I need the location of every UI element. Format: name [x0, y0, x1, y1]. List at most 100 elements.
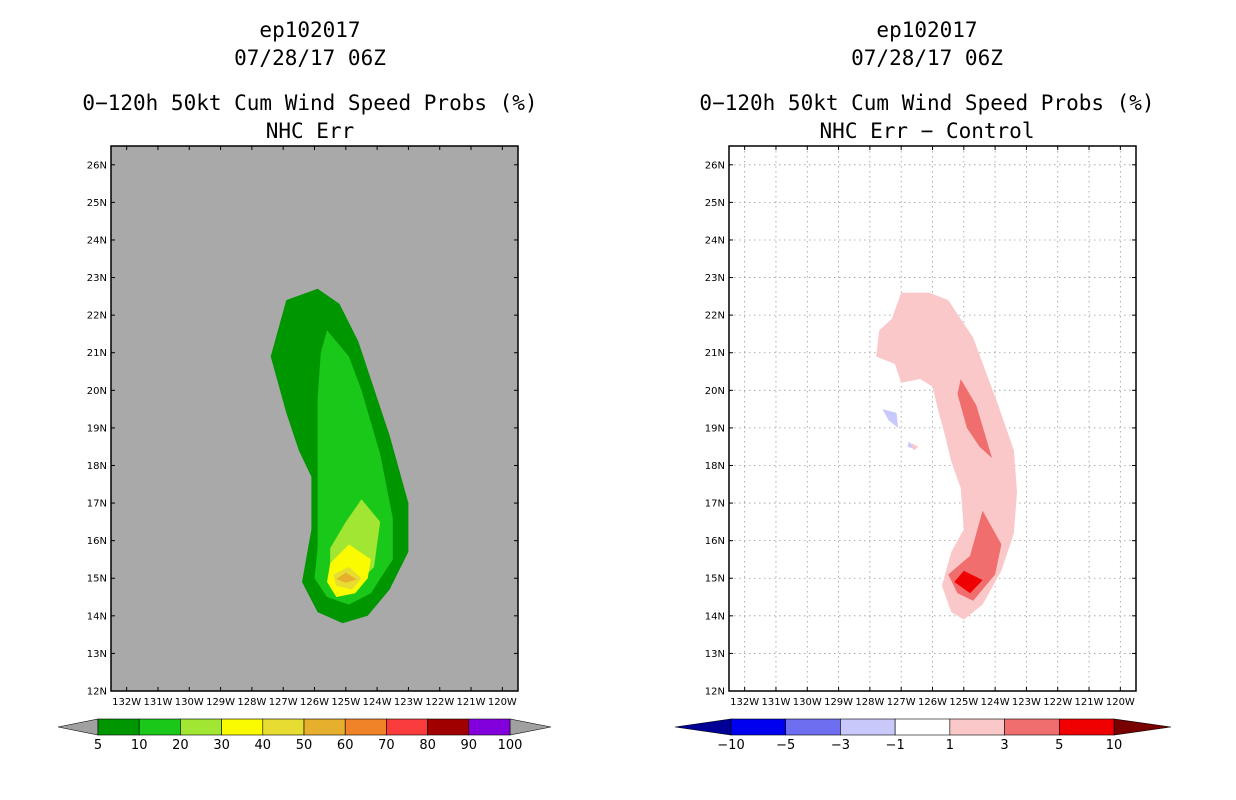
contour-fill: [907, 441, 914, 449]
x-tick-label: 124W: [981, 697, 1010, 708]
left-datetime: 07/28/17 06Z: [234, 46, 386, 70]
x-tick-label: 128W: [237, 697, 266, 708]
colorbar-swatch: [386, 718, 428, 736]
colorbar-low-arrow: [57, 718, 99, 736]
colorbar-swatch: [949, 718, 1005, 736]
left-colorbar: 5 10 20 30 40 50 60 70 80 90 100: [57, 718, 552, 753]
x-tick-label: 131W: [143, 697, 172, 708]
x-tick-label: 121W: [457, 697, 486, 708]
colorbar-label: 70: [378, 738, 395, 753]
x-tick-label: 127W: [269, 697, 298, 708]
colorbar-swatch: [1004, 718, 1060, 736]
y-tick-label: 18N: [87, 461, 107, 472]
right-colorbar: −10 −5 −3 −1 1 3 5 10: [674, 718, 1172, 753]
x-tick-label: 132W: [730, 697, 759, 708]
colorbar-swatch: [344, 718, 387, 736]
y-tick-label: 19N: [705, 423, 725, 434]
x-tick-label: 126W: [300, 697, 329, 708]
left-chart-subtitle: NHC Err: [265, 119, 355, 143]
x-tick-label: 122W: [425, 697, 454, 708]
colorbar-label: 3: [1000, 738, 1008, 753]
colorbar-low-arrow: [674, 718, 732, 736]
y-tick-label: 15N: [87, 574, 107, 585]
x-tick-label: 125W: [949, 697, 978, 708]
y-tick-label: 15N: [705, 574, 725, 585]
colorbar-swatch: [730, 718, 787, 736]
colorbar-swatch: [785, 718, 841, 736]
x-tick-label: 129W: [206, 697, 235, 708]
y-tick-label: 13N: [705, 649, 725, 660]
x-tick-label: 123W: [1012, 697, 1041, 708]
colorbar-label: 60: [337, 738, 354, 753]
y-tick-label: 14N: [705, 611, 725, 622]
colorbar-swatch: [1058, 718, 1115, 736]
y-tick-label: 16N: [705, 536, 725, 547]
left-storm-id: ep102017: [259, 18, 361, 42]
colorbar-label: 1: [946, 738, 954, 753]
colorbar-label: 20: [172, 738, 189, 753]
x-tick-label: 127W: [887, 697, 916, 708]
colorbar-label: −5: [776, 738, 795, 753]
y-tick-label: 21N: [87, 348, 107, 359]
right-chart-subtitle: NHC Err − Control: [819, 119, 1035, 143]
left-map-plot: 132W 131W 130W 129W 128W 127W 126W 125W 124W 123W…: [87, 145, 519, 708]
right-chart-title: 0−120h 50kt Cum Wind Speed Probs (%): [699, 91, 1155, 115]
y-tick-label: 26N: [705, 160, 725, 171]
colorbar-swatch: [303, 718, 346, 736]
x-tick-label: 123W: [394, 697, 423, 708]
y-tick-label: 23N: [87, 273, 107, 284]
x-tick-label: 132W: [112, 697, 141, 708]
y-tick-label: 25N: [87, 198, 107, 209]
colorbar-swatch: [221, 718, 264, 736]
colorbar-swatch: [894, 718, 951, 736]
colorbar-high-arrow: [509, 718, 552, 736]
colorbar-swatch: [840, 718, 896, 736]
x-tick-label: 131W: [761, 697, 790, 708]
colorbar-label: 30: [213, 738, 230, 753]
y-tick-label: 24N: [87, 235, 107, 246]
y-tick-label: 12N: [87, 687, 107, 698]
right-storm-id: ep102017: [876, 18, 978, 42]
y-tick-label: 26N: [87, 160, 107, 171]
x-tick-label: 129W: [824, 697, 853, 708]
x-tick-label: 125W: [331, 697, 360, 708]
y-tick-label: 20N: [705, 386, 725, 397]
y-tick-label: 19N: [87, 423, 107, 434]
x-tick-label: 120W: [488, 697, 517, 708]
y-tick-label: 18N: [705, 461, 725, 472]
y-tick-label: 17N: [705, 499, 725, 510]
colorbar-swatch: [427, 718, 470, 736]
y-tick-label: 13N: [87, 649, 107, 660]
x-tick-label: 130W: [793, 697, 822, 708]
colorbar-label: 10: [131, 738, 148, 753]
colorbar-label: 40: [255, 738, 272, 753]
x-tick-label: 130W: [175, 697, 204, 708]
colorbar-swatch: [468, 718, 511, 736]
colorbar-swatch: [97, 718, 140, 736]
y-tick-label: 14N: [87, 611, 107, 622]
contour-fill: [910, 442, 919, 451]
plot-background: [729, 146, 1136, 691]
y-tick-label: 22N: [705, 311, 725, 322]
y-tick-label: 25N: [705, 198, 725, 209]
colorbar-swatch: [138, 718, 181, 736]
colorbar-label: −1: [886, 738, 905, 753]
contour-fill: [882, 409, 899, 428]
x-tick-label: 124W: [363, 697, 392, 708]
contour-fill: [954, 570, 983, 594]
x-tick-label: 126W: [918, 697, 947, 708]
y-tick-label: 22N: [87, 311, 107, 322]
y-tick-label: 12N: [705, 687, 725, 698]
colorbar-label: 100: [498, 738, 523, 753]
y-tick-label: 21N: [705, 348, 725, 359]
colorbar-label: 90: [461, 738, 478, 753]
x-tick-label: 128W: [855, 697, 884, 708]
contour-fill: [336, 572, 357, 583]
colorbar-high-arrow: [1113, 718, 1172, 736]
colorbar-label: 10: [1106, 738, 1123, 753]
y-tick-label: 20N: [87, 386, 107, 397]
colorbar-label: −10: [717, 738, 744, 753]
left-chart-title: 0−120h 50kt Cum Wind Speed Probs (%): [82, 91, 538, 115]
right-datetime: 07/28/17 06Z: [851, 46, 1003, 70]
